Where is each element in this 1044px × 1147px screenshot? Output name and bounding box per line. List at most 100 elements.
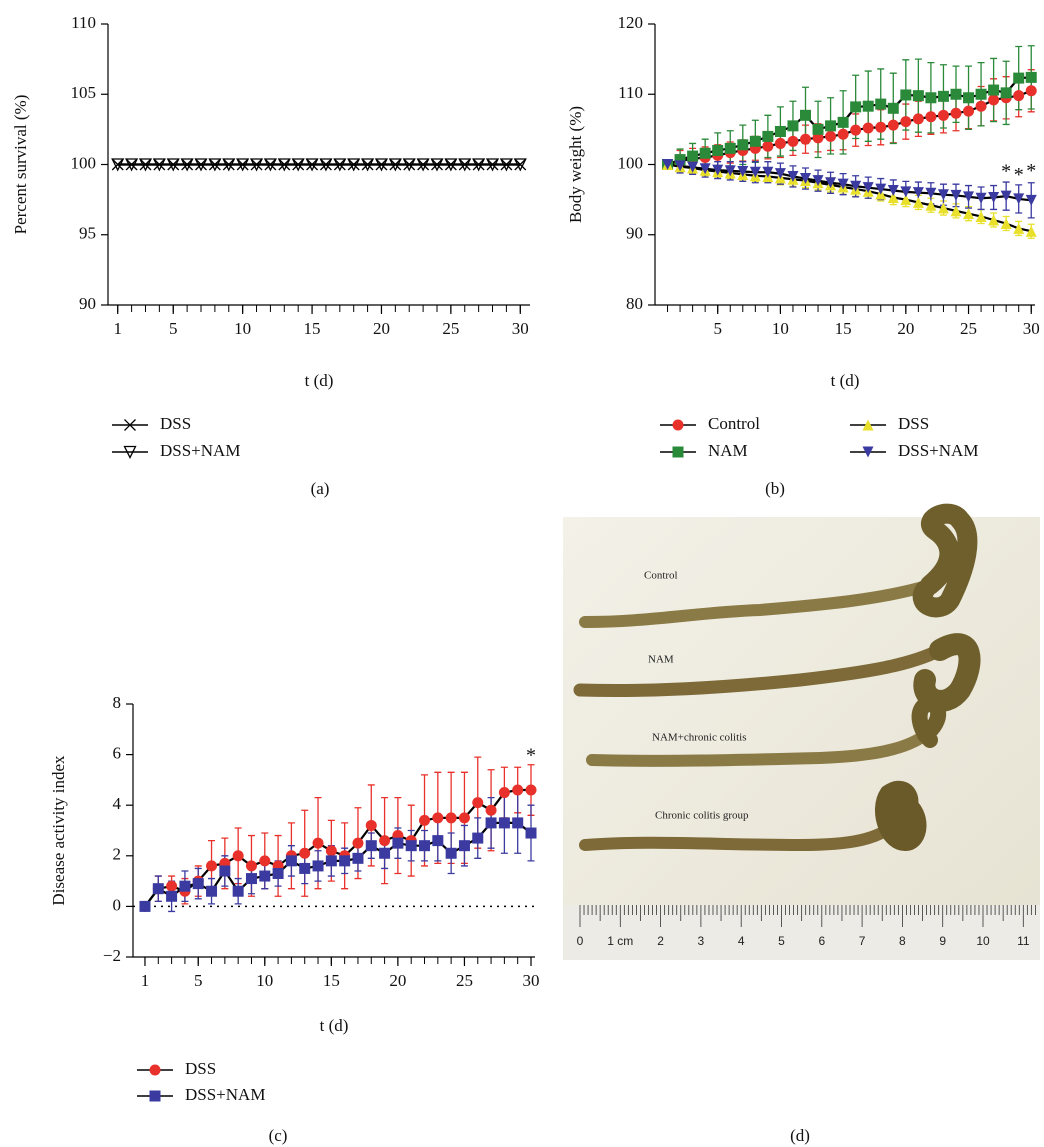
point bbox=[749, 166, 761, 178]
point bbox=[513, 158, 527, 172]
panel-caption: (a) bbox=[311, 479, 330, 498]
legend-label: DSS bbox=[185, 1059, 216, 1078]
y-axis-label: Percent survival (%) bbox=[11, 95, 30, 235]
x-axis-label: t (d) bbox=[831, 371, 860, 390]
annotation: * bbox=[1001, 161, 1011, 183]
point bbox=[925, 199, 937, 211]
legend-label: DSS+NAM bbox=[160, 441, 240, 460]
point bbox=[485, 817, 497, 829]
x-tick-label: 20 bbox=[897, 319, 914, 338]
legend-label: DSS+NAM bbox=[898, 441, 978, 460]
point bbox=[525, 784, 537, 796]
point bbox=[1025, 71, 1037, 83]
x-tick-label: 20 bbox=[389, 971, 406, 990]
ruler-label: 7 bbox=[859, 934, 866, 948]
point bbox=[825, 120, 837, 132]
y-axis-label: Disease activity index bbox=[49, 755, 68, 906]
x-tick-label: 10 bbox=[234, 319, 251, 338]
point bbox=[208, 158, 221, 171]
point bbox=[1000, 87, 1012, 99]
point bbox=[389, 158, 402, 171]
point bbox=[498, 787, 510, 799]
point bbox=[787, 170, 799, 182]
point bbox=[485, 804, 497, 816]
point bbox=[512, 817, 524, 829]
legend-marker bbox=[862, 419, 874, 431]
y-tick-label: 110 bbox=[71, 13, 96, 32]
point bbox=[737, 139, 749, 151]
point bbox=[837, 128, 849, 140]
y-tick-label: 6 bbox=[113, 744, 122, 763]
point bbox=[365, 840, 377, 852]
point bbox=[319, 158, 333, 172]
point bbox=[1013, 222, 1025, 234]
y-tick-label: 100 bbox=[71, 153, 97, 172]
legend-label: NAM bbox=[708, 441, 748, 460]
y-tick-label: 105 bbox=[71, 83, 97, 102]
point bbox=[325, 845, 337, 857]
y-axis-label: Body weight (%) bbox=[566, 106, 585, 223]
point bbox=[339, 855, 351, 867]
point bbox=[299, 847, 311, 859]
x-tick-label: 15 bbox=[304, 319, 321, 338]
legend-label: Control bbox=[708, 414, 760, 433]
point bbox=[195, 158, 207, 171]
point bbox=[179, 880, 191, 892]
point bbox=[525, 827, 537, 839]
point bbox=[222, 158, 235, 171]
point bbox=[950, 88, 962, 100]
point bbox=[1025, 85, 1037, 97]
point bbox=[988, 94, 1000, 106]
point bbox=[419, 814, 431, 826]
ruler-label: 4 bbox=[738, 934, 745, 948]
x-tick-label: 25 bbox=[960, 319, 977, 338]
point bbox=[272, 868, 284, 880]
ruler-label: 0 bbox=[577, 934, 584, 948]
point bbox=[445, 847, 457, 859]
ruler-label: 11 bbox=[1017, 934, 1030, 948]
point bbox=[699, 147, 711, 159]
point bbox=[862, 122, 874, 134]
point bbox=[912, 113, 924, 125]
point bbox=[264, 158, 277, 171]
y-tick-label: 4 bbox=[113, 794, 122, 813]
point bbox=[887, 102, 899, 114]
point bbox=[305, 158, 319, 172]
photo-background bbox=[563, 517, 1040, 960]
point bbox=[762, 130, 774, 142]
point bbox=[762, 140, 774, 152]
y-tick-label: 110 bbox=[618, 83, 643, 102]
point bbox=[249, 158, 264, 172]
point bbox=[194, 158, 208, 172]
x-tick-label: 5 bbox=[713, 319, 722, 338]
point bbox=[963, 208, 975, 220]
legend-label: DSS bbox=[898, 414, 929, 433]
point bbox=[514, 158, 527, 171]
point bbox=[900, 194, 912, 206]
photo-label: NAM bbox=[648, 654, 674, 666]
point bbox=[1025, 225, 1037, 237]
legend-label: DSS bbox=[160, 414, 191, 433]
y-tick-label: 95 bbox=[79, 224, 96, 243]
ruler-label: 1 cm bbox=[607, 934, 633, 948]
x-tick-label: 10 bbox=[256, 971, 273, 990]
point bbox=[361, 158, 375, 172]
point bbox=[950, 107, 962, 119]
point bbox=[299, 862, 311, 874]
point bbox=[887, 119, 899, 131]
point bbox=[458, 840, 470, 852]
point bbox=[180, 158, 194, 172]
point bbox=[900, 89, 912, 101]
panel-caption: (c) bbox=[269, 1126, 288, 1145]
point bbox=[236, 158, 250, 172]
point bbox=[232, 885, 244, 897]
annotation: * bbox=[1026, 160, 1036, 182]
photo-label: NAM+chronic colitis bbox=[652, 732, 747, 744]
point bbox=[138, 158, 153, 172]
point bbox=[837, 178, 849, 190]
legend-marker bbox=[123, 445, 137, 459]
legend-marker bbox=[672, 419, 684, 431]
point bbox=[166, 890, 178, 902]
point bbox=[724, 165, 736, 177]
point bbox=[291, 158, 305, 172]
